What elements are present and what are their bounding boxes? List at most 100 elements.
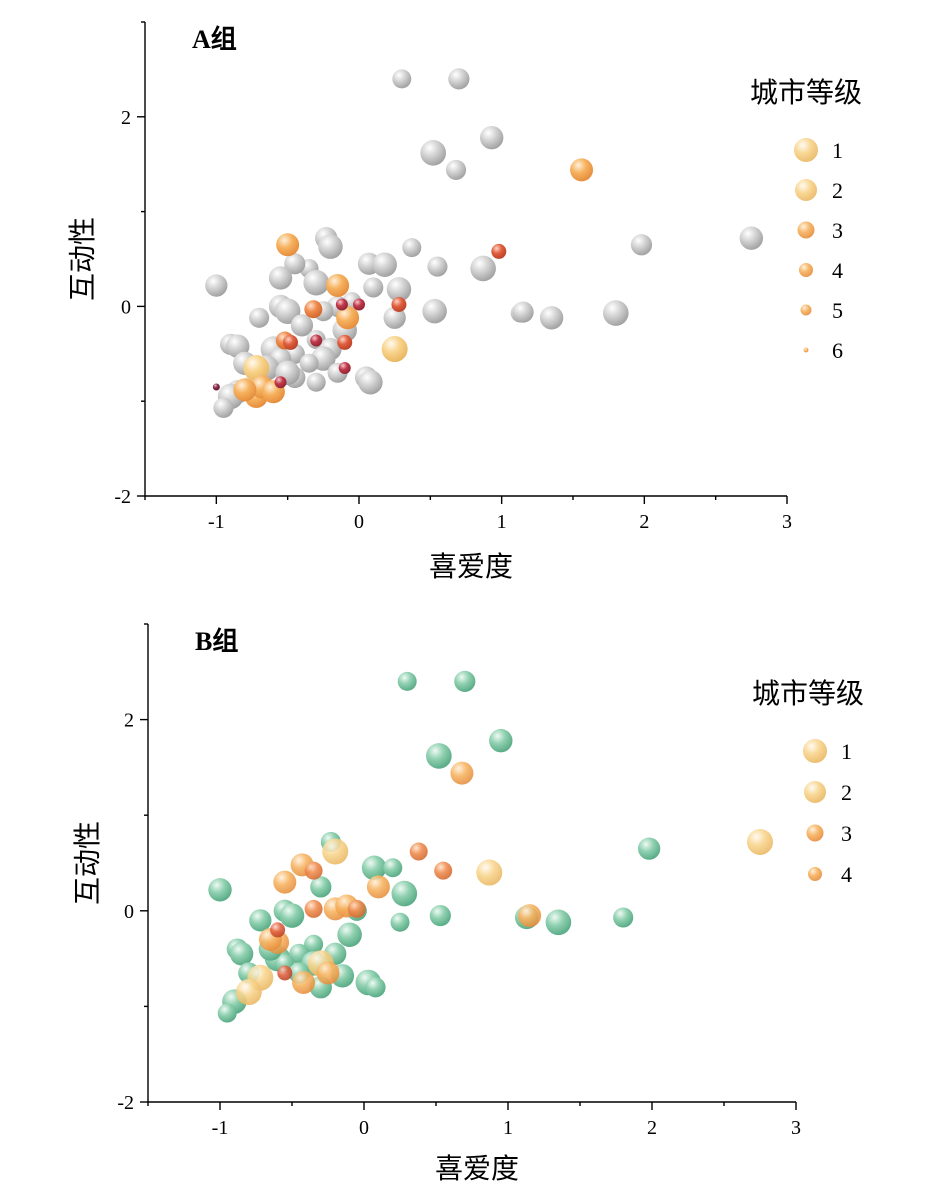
- legend-marker: [800, 304, 812, 316]
- data-point-background: [299, 353, 319, 373]
- legend-marker: [808, 867, 822, 881]
- legend-label: 5: [832, 298, 843, 323]
- data-point-background: [613, 907, 634, 928]
- x-tick-label: 0: [354, 511, 364, 533]
- data-point-level-5: [338, 362, 351, 375]
- data-point-level-3: [304, 300, 323, 319]
- data-point-background: [372, 252, 397, 277]
- legend-label: 2: [841, 780, 852, 805]
- data-point-level-3: [409, 842, 428, 861]
- data-point-background: [365, 977, 386, 998]
- data-point-level-2: [326, 274, 350, 298]
- legend-label: 1: [841, 739, 852, 764]
- legend-marker: [794, 138, 818, 162]
- data-point-background: [422, 298, 447, 324]
- y-tick-label: 2: [124, 710, 134, 732]
- legend-label: 3: [841, 821, 852, 846]
- data-point-level-1: [381, 336, 408, 363]
- data-point-level-4: [337, 334, 353, 350]
- legend-marker: [803, 739, 827, 763]
- data-point-background: [208, 878, 232, 902]
- data-point-background: [249, 909, 272, 932]
- data-point-level-2: [273, 870, 297, 894]
- legend-title: 城市等级: [752, 678, 864, 710]
- data-point-background: [304, 934, 324, 954]
- data-point-level-1: [476, 859, 503, 886]
- legend-label: 4: [841, 862, 852, 887]
- data-point-background: [470, 255, 496, 282]
- data-point-level-2: [233, 378, 257, 402]
- data-point-level-4: [283, 334, 299, 350]
- data-point-level-5: [274, 376, 287, 389]
- legend-marker: [797, 221, 815, 239]
- data-point-level-2: [366, 875, 390, 899]
- x-tick-label: 3: [791, 1117, 801, 1139]
- panel-title: A组: [192, 24, 237, 54]
- data-point-level-2: [316, 961, 340, 985]
- data-point-level-2: [570, 158, 594, 182]
- data-point-background: [637, 837, 661, 860]
- data-point-background: [512, 301, 534, 323]
- data-point-background: [213, 397, 234, 418]
- legend-marker: [799, 263, 813, 277]
- data-point-level-2: [276, 233, 300, 257]
- data-point-background: [290, 314, 314, 337]
- data-point-level-4: [277, 965, 293, 981]
- x-tick-label: -1: [208, 511, 225, 533]
- data-point-level-3: [304, 861, 323, 880]
- data-point-background: [426, 743, 452, 769]
- data-point-level-2: [336, 306, 360, 330]
- data-point-background: [386, 277, 412, 302]
- y-tick-label: -2: [114, 486, 131, 508]
- data-point-level-2: [450, 761, 474, 785]
- data-point-background: [479, 125, 504, 150]
- legend-marker: [806, 824, 824, 842]
- data-point-background: [306, 372, 326, 392]
- data-point-background: [489, 728, 513, 753]
- data-point-background: [337, 922, 362, 947]
- legend-marker: [795, 179, 817, 201]
- data-point-level-4: [391, 297, 407, 313]
- data-point-level-1: [243, 355, 270, 382]
- legend-marker: [803, 347, 809, 353]
- x-tick-label: 1: [503, 1117, 513, 1139]
- y-tick-label: -2: [117, 1092, 134, 1114]
- data-point-background: [361, 855, 387, 881]
- data-point-level-3: [347, 899, 366, 918]
- data-point-background: [390, 912, 410, 932]
- y-axis-label: 互动性: [72, 821, 104, 905]
- data-point-level-1: [322, 838, 349, 865]
- data-point-background: [205, 274, 228, 297]
- data-point-background: [303, 269, 330, 296]
- data-point-background: [249, 307, 270, 328]
- data-point-level-2: [518, 904, 542, 928]
- data-point-level-4: [270, 922, 286, 938]
- data-point-background: [268, 266, 293, 290]
- data-point-background: [420, 140, 446, 166]
- data-point-level-1: [235, 979, 262, 1006]
- data-point-level-3: [304, 899, 323, 918]
- legend-label: 2: [832, 178, 843, 203]
- data-point-background: [391, 880, 418, 907]
- data-point-level-5: [335, 298, 348, 311]
- legend-title: 城市等级: [750, 77, 862, 109]
- data-point-background: [429, 904, 451, 927]
- data-point-level-6: [212, 383, 220, 391]
- data-point-background: [427, 256, 448, 277]
- y-axis-label: 互动性: [67, 217, 99, 301]
- data-point-level-2: [292, 971, 316, 994]
- data-point-background: [539, 306, 564, 330]
- data-point-background: [402, 238, 422, 258]
- data-point-background: [739, 226, 764, 250]
- legend-label: 3: [832, 218, 843, 243]
- data-point-background: [392, 69, 412, 89]
- legend-label: 6: [832, 338, 843, 363]
- panel-title: B组: [195, 626, 238, 656]
- data-point-background: [545, 909, 572, 936]
- x-axis-label: 喜爱度: [435, 1153, 519, 1185]
- data-point-background: [363, 277, 384, 298]
- legend-marker: [804, 781, 826, 803]
- data-point-background: [318, 234, 343, 259]
